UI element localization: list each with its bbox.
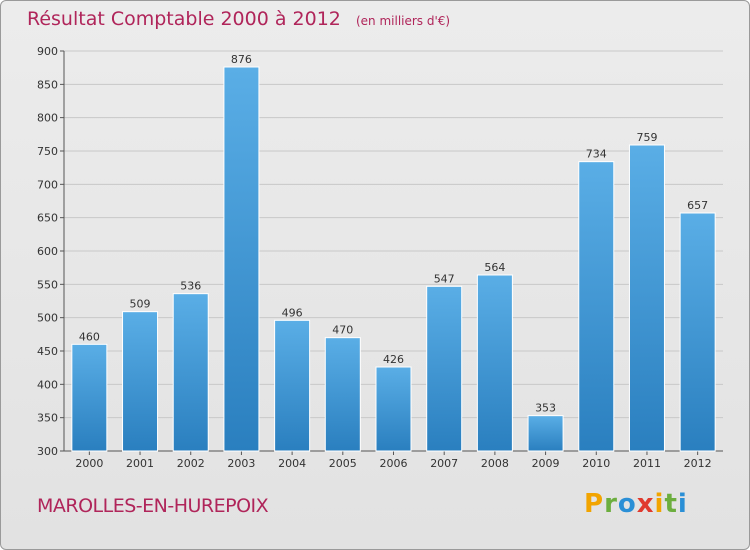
chart-subtitle: (en milliers d'€) [355, 14, 451, 28]
y-tick-label: 750 [37, 145, 58, 158]
x-tick-label-2005: 2005 [329, 457, 357, 470]
bar-2000 [71, 343, 108, 452]
x-tick-label-2011: 2011 [633, 457, 661, 470]
chart-title-block: Résultat Comptable 2000 à 2012 (en milli… [27, 8, 450, 30]
data-label-2000: 460 [79, 330, 100, 343]
data-label-2003: 876 [231, 53, 252, 66]
logo-letter: i [677, 489, 688, 519]
logo-letter: r [604, 489, 618, 519]
logo-letter: P [584, 489, 605, 519]
x-tick-label-2001: 2001 [126, 457, 154, 470]
bar-2002 [172, 293, 209, 452]
y-tick-label: 500 [37, 312, 58, 325]
logo-letter: i [654, 489, 665, 519]
x-tick-label-2009: 2009 [532, 457, 560, 470]
data-label-2002: 536 [180, 280, 201, 293]
bar-2009 [527, 415, 564, 452]
data-label-2012: 657 [687, 199, 708, 212]
y-tick-label: 600 [37, 245, 58, 258]
commune-name: MAROLLES-EN-HUREPOIX [37, 495, 269, 517]
bar-2010 [578, 161, 615, 452]
y-tick-label: 900 [37, 45, 58, 58]
data-label-2004: 496 [282, 306, 303, 319]
data-labels: 460 509 536 876 496 470 426 547 564 353 734 759 657 [79, 53, 708, 415]
y-tick-label: 550 [37, 278, 58, 291]
data-label-2008: 564 [484, 261, 505, 274]
x-tick-label-2004: 2004 [278, 457, 306, 470]
y-tick-label: 400 [37, 378, 58, 391]
proxiti-logo[interactable]: Proxiti [584, 489, 688, 519]
data-label-2011: 759 [636, 131, 657, 144]
bar-2006 [375, 366, 412, 452]
y-tick-label: 800 [37, 112, 58, 125]
axes: 300 350 400 450 500 550 600 650 700 750 800 850 900 2… [37, 45, 723, 470]
x-tick-label-2008: 2008 [481, 457, 509, 470]
bar-2003 [223, 66, 260, 452]
y-tick-label: 300 [37, 445, 58, 458]
chart-title: Résultat Comptable 2000 à 2012 [27, 8, 341, 30]
y-tick-label: 350 [37, 412, 58, 425]
data-label-2001: 509 [130, 298, 151, 311]
y-tick-label: 850 [37, 78, 58, 91]
bar-2007 [426, 285, 463, 452]
bar-2004 [274, 319, 311, 452]
x-tick-label-2010: 2010 [582, 457, 610, 470]
data-label-2007: 547 [434, 272, 455, 285]
y-tick-label: 650 [37, 212, 58, 225]
data-label-2005: 470 [332, 324, 353, 337]
x-tick-label-2002: 2002 [177, 457, 205, 470]
x-tick-label-2006: 2006 [380, 457, 408, 470]
logo-letter: x [636, 489, 655, 519]
bar-2005 [324, 337, 361, 452]
bar-2012 [679, 212, 716, 452]
data-label-2010: 734 [586, 148, 607, 161]
data-label-2009: 353 [535, 402, 556, 415]
x-tick-label-2003: 2003 [227, 457, 255, 470]
y-tick-label: 700 [37, 178, 58, 191]
bar-2008 [476, 274, 513, 452]
bar-2001 [122, 311, 159, 452]
x-tick-label-2007: 2007 [430, 457, 458, 470]
bars [71, 66, 716, 452]
bar-2011 [628, 144, 665, 452]
x-tick-label-2012: 2012 [684, 457, 712, 470]
logo-letter: t [664, 489, 678, 519]
data-label-2006: 426 [383, 353, 404, 366]
x-tick-label-2000: 2000 [75, 457, 103, 470]
y-tick-label: 450 [37, 345, 58, 358]
logo-letter: o [617, 489, 637, 519]
